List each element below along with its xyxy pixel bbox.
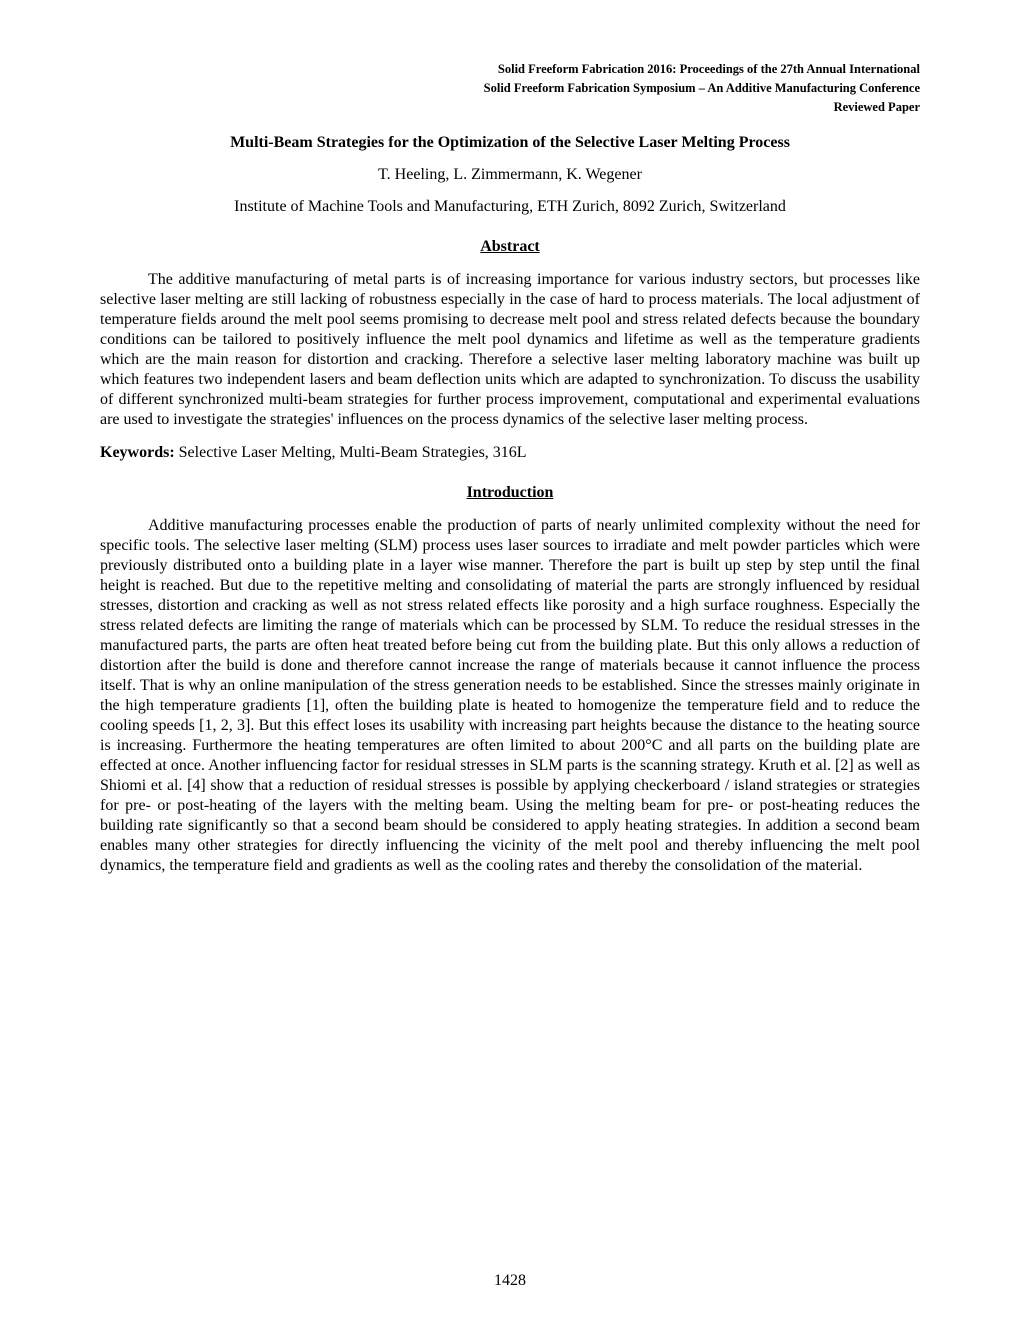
paper-title: Multi-Beam Strategies for the Optimizati… [100, 134, 920, 152]
keywords-line: Keywords: Selective Laser Melting, Multi… [100, 444, 920, 462]
conference-header: Solid Freeform Fabrication 2016: Proceed… [100, 60, 920, 116]
header-line-1: Solid Freeform Fabrication 2016: Proceed… [100, 60, 920, 79]
header-line-3: Reviewed Paper [100, 98, 920, 117]
header-line-2: Solid Freeform Fabrication Symposium – A… [100, 79, 920, 98]
abstract-heading: Abstract [100, 238, 920, 256]
keywords-text: Selective Laser Melting, Multi-Beam Stra… [179, 444, 527, 461]
authors-line: T. Heeling, L. Zimmermann, K. Wegener [100, 166, 920, 184]
abstract-text: The additive manufacturing of metal part… [100, 270, 920, 430]
keywords-label: Keywords: [100, 444, 179, 461]
affiliation-line: Institute of Machine Tools and Manufactu… [100, 198, 920, 216]
introduction-heading: Introduction [100, 484, 920, 502]
introduction-text: Additive manufacturing processes enable … [100, 516, 920, 876]
page-number: 1428 [0, 1272, 1020, 1290]
